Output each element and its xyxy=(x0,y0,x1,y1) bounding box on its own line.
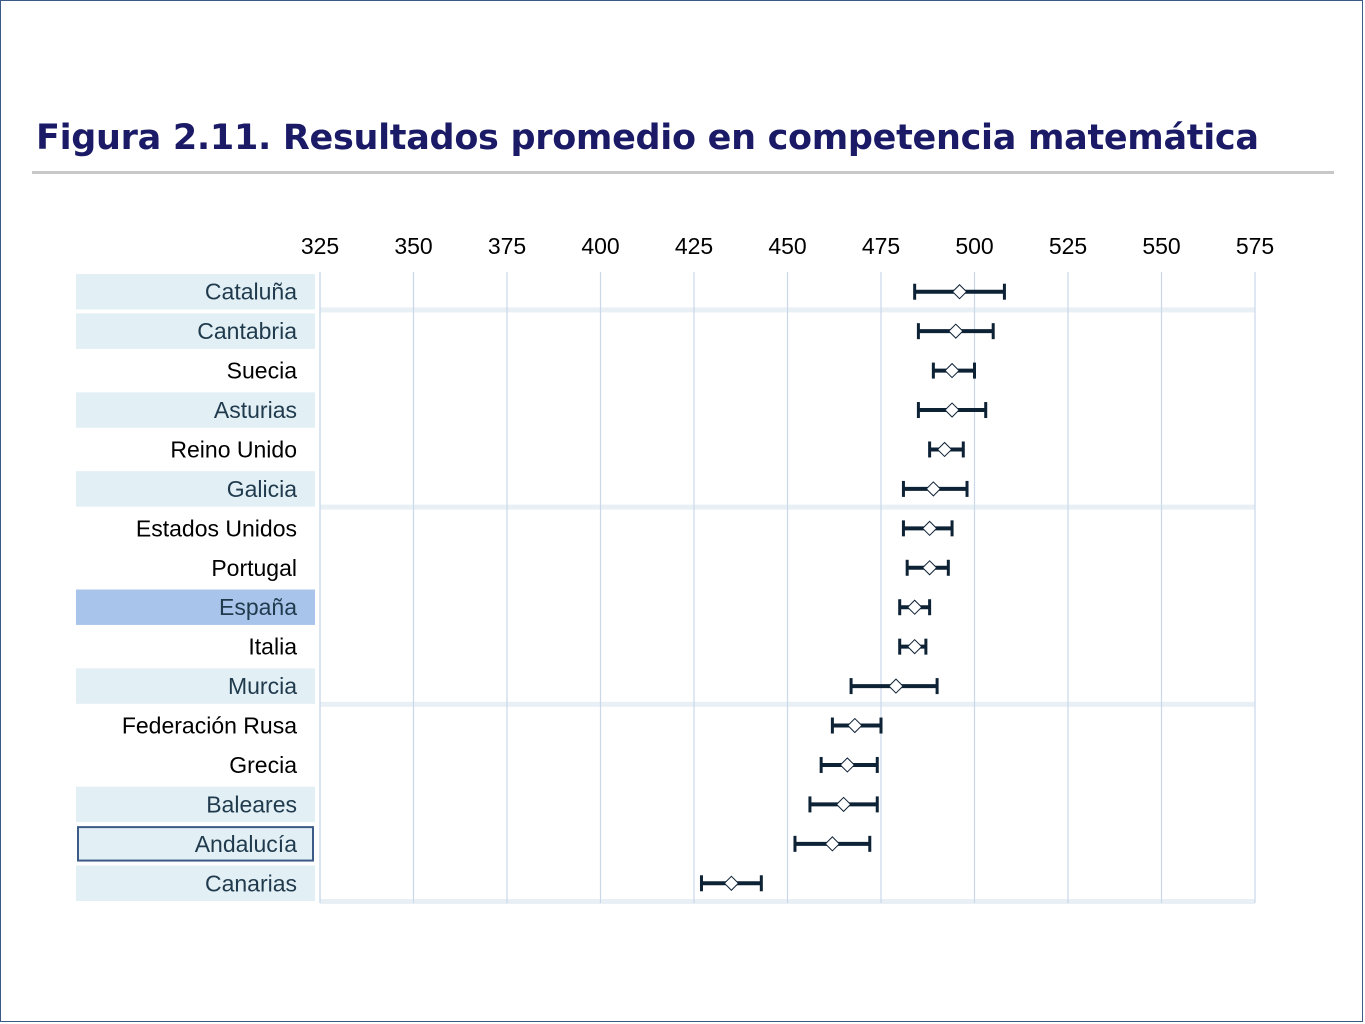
mean-marker xyxy=(906,638,923,655)
row-band xyxy=(76,865,315,901)
mean-marker xyxy=(951,284,968,300)
category-label: Suecia xyxy=(227,358,298,384)
mean-marker xyxy=(888,678,904,694)
mean-marker xyxy=(944,362,960,379)
category-label: Canarias xyxy=(205,870,297,896)
row-band xyxy=(76,274,315,310)
category-label: España xyxy=(219,594,297,620)
row-band-highlight xyxy=(76,589,315,625)
title-divider xyxy=(32,171,1334,174)
mean-marker xyxy=(835,796,852,813)
category-label: Estados Unidos xyxy=(136,515,297,541)
x-tick-label: 400 xyxy=(581,233,619,259)
row-band xyxy=(76,668,315,704)
x-tick-label: 425 xyxy=(675,233,713,259)
mean-marker xyxy=(824,836,841,852)
mean-marker xyxy=(847,717,863,734)
row-band xyxy=(76,786,315,823)
x-tick-label: 525 xyxy=(1049,233,1087,259)
category-label: Cantabria xyxy=(197,318,297,344)
category-label: Galicia xyxy=(227,476,298,502)
figure-title: Figura 2.11. Resultados promedio en comp… xyxy=(36,118,1259,158)
category-label: Cataluña xyxy=(205,279,297,305)
mean-marker xyxy=(921,520,938,537)
category-label: Baleares xyxy=(206,791,297,817)
x-tick-label: 450 xyxy=(768,233,806,259)
row-band-outlined xyxy=(77,826,314,862)
row-band xyxy=(76,471,315,507)
mean-marker xyxy=(925,481,942,497)
category-label: Portugal xyxy=(211,555,297,581)
x-tick-label: 575 xyxy=(1236,233,1274,259)
mean-marker xyxy=(723,875,740,891)
category-label: Italia xyxy=(248,634,297,660)
mean-marker xyxy=(839,757,856,773)
x-tick-label: 350 xyxy=(394,233,432,259)
category-label: Asturias xyxy=(214,397,297,423)
category-label: Grecia xyxy=(229,752,297,778)
x-tick-label: 500 xyxy=(955,233,993,259)
mean-marker xyxy=(944,402,960,418)
mean-marker xyxy=(948,323,964,339)
category-label: Andalucía xyxy=(195,831,298,857)
x-tick-label: 375 xyxy=(488,233,526,259)
row-band xyxy=(76,392,315,428)
category-label: Murcia xyxy=(228,673,297,699)
mean-marker xyxy=(936,441,953,458)
category-label: Reino Unido xyxy=(170,436,297,462)
category-label: Federación Rusa xyxy=(122,713,297,739)
x-tick-label: 475 xyxy=(862,233,900,259)
x-tick-label: 325 xyxy=(301,233,339,259)
x-tick-label: 550 xyxy=(1142,233,1180,259)
mean-marker xyxy=(921,560,938,576)
mean-marker xyxy=(906,599,923,615)
row-band xyxy=(76,313,315,349)
